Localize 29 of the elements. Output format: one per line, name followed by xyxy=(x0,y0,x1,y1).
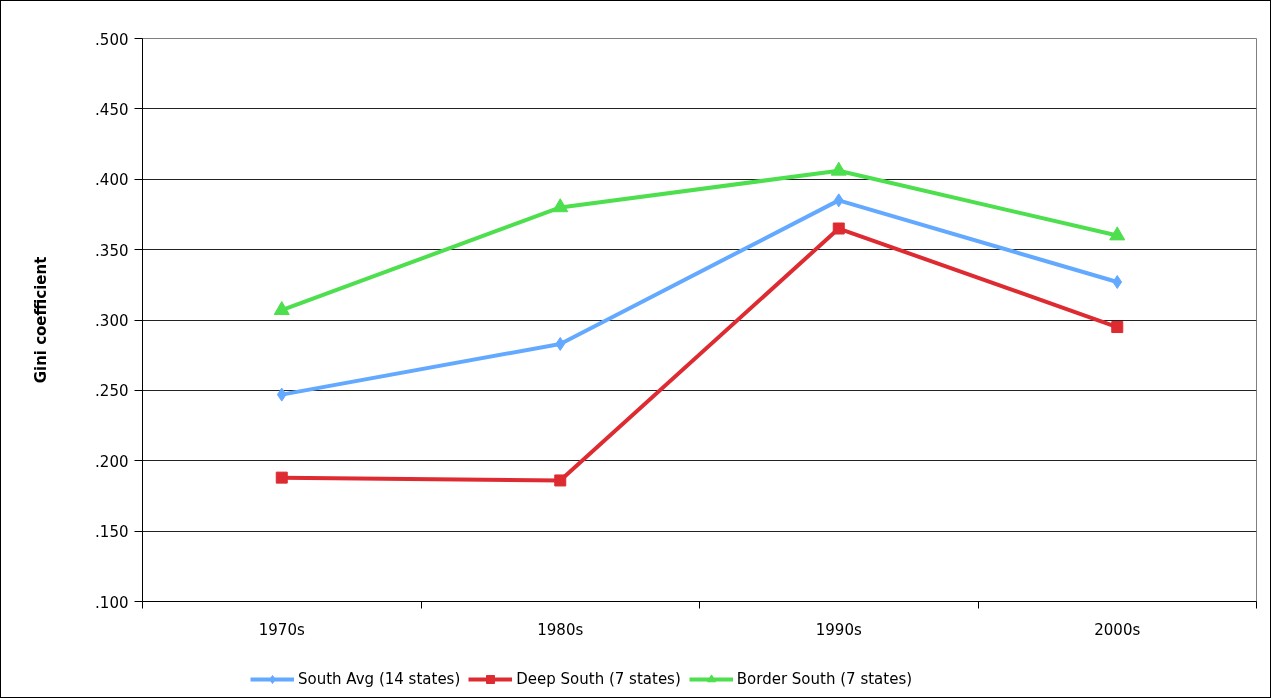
y-tick-label: .400 xyxy=(95,171,129,190)
point xyxy=(554,474,567,487)
y-tick-label: .250 xyxy=(95,382,129,401)
point xyxy=(555,336,566,351)
y-tick-label: .150 xyxy=(95,523,129,542)
point xyxy=(275,471,288,484)
y-tick-label: .500 xyxy=(95,30,129,49)
point xyxy=(830,161,847,176)
y-tick-label: .450 xyxy=(95,100,129,119)
point xyxy=(273,300,290,315)
x-tick-label: 1970s xyxy=(258,620,305,639)
point xyxy=(833,193,844,208)
y-tick-label: .100 xyxy=(95,593,129,612)
y-axis-title: Gini coefficient xyxy=(32,256,51,384)
point xyxy=(1112,275,1123,289)
point xyxy=(832,222,845,235)
point xyxy=(276,387,287,402)
legend-label: South Avg (14 states) xyxy=(298,670,461,688)
point xyxy=(1111,321,1124,334)
legend-label: Deep South (7 states) xyxy=(516,670,681,688)
y-tick-label: .300 xyxy=(95,312,129,330)
point xyxy=(1109,226,1126,241)
legend-label: Border South (7 states) xyxy=(736,670,913,688)
x-tick-label: 1980s xyxy=(537,620,584,639)
y-tick-label: .350 xyxy=(95,241,129,260)
x-tick-label: 1990s xyxy=(815,620,862,639)
y-tick-label: .200 xyxy=(95,452,129,471)
x-tick-label: 2000s xyxy=(1094,620,1141,639)
point xyxy=(552,198,569,213)
